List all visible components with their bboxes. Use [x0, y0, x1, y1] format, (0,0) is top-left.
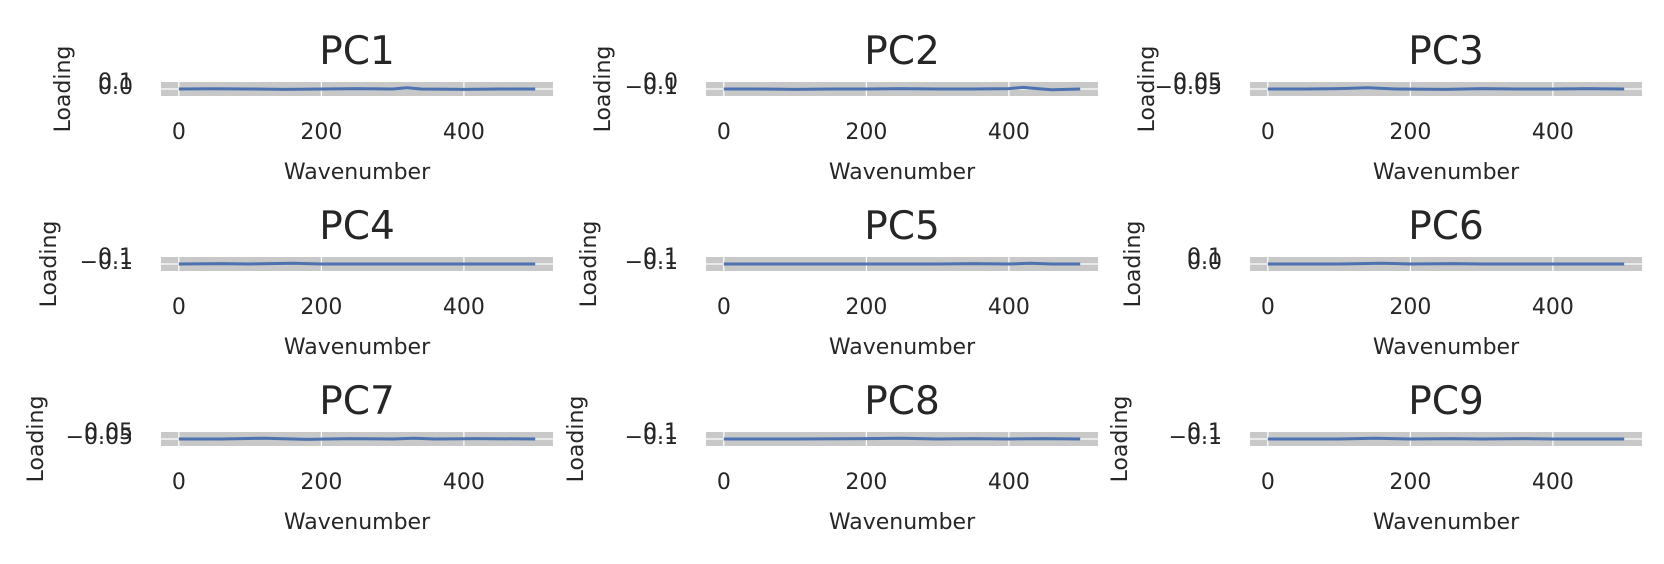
loading-line: [1267, 86, 1625, 91]
y-tick-label: 0.1: [643, 245, 678, 270]
loading-line: [178, 261, 536, 266]
subplot-pc4: PC4 0 200 400 Wavenumber 0.1−0.1 Loading: [37, 204, 553, 360]
x-tick-label: 0: [1261, 295, 1275, 320]
loading-line: [1267, 261, 1625, 266]
y-tick-label: −0.1: [625, 425, 678, 450]
subplot-pc2: PC2 0 200 400 Wavenumber 0.0−0.1 Loading: [591, 29, 1098, 185]
y-tick-label: 0.0: [98, 75, 133, 100]
subplot-title: PC8: [864, 379, 940, 424]
x-axis-label: Wavenumber: [829, 510, 976, 535]
loading-line: [723, 85, 1081, 92]
y-tick-label: 0.1: [1187, 245, 1222, 270]
x-tick-label: 400: [1532, 295, 1574, 320]
subplot-pc7: PC7 0 200 400 Wavenumber 0.05−0.05 Loading: [24, 379, 553, 535]
subplot-title: PC9: [1408, 379, 1484, 424]
x-axis-label: Wavenumber: [1373, 160, 1520, 185]
x-tick-label: 200: [300, 470, 342, 495]
y-tick-label: −0.05: [66, 425, 133, 450]
y-tick-label: 0.05: [84, 420, 133, 445]
subplot-pc8: PC8 0 200 400 Wavenumber 0.1−0.1 Loading: [564, 379, 1098, 535]
x-tick-label: 200: [300, 295, 342, 320]
x-tick-label: 400: [443, 470, 485, 495]
x-tick-label: 400: [988, 120, 1030, 145]
x-tick-label: 400: [988, 470, 1030, 495]
x-tick-label: 0: [172, 120, 186, 145]
x-axis-label: Wavenumber: [284, 160, 431, 185]
x-tick-label: 0: [717, 120, 731, 145]
x-tick-label: 400: [1532, 120, 1574, 145]
y-tick-label: 0.0: [1187, 250, 1222, 275]
y-axis-label: Loading: [577, 221, 602, 308]
x-axis-label: Wavenumber: [1373, 335, 1520, 360]
x-tick-label: 200: [300, 120, 342, 145]
x-axis-label: Wavenumber: [284, 335, 431, 360]
subplot-pc5: PC5 0 200 400 Wavenumber 0.1−0.1 Loading: [577, 204, 1098, 360]
y-tick-label: −0.1: [625, 75, 678, 100]
x-tick-label: 400: [443, 120, 485, 145]
y-axis-label: Loading: [591, 46, 616, 133]
subplot-title: PC7: [319, 379, 395, 424]
y-axis-label: Loading: [24, 396, 49, 483]
loading-line: [723, 261, 1081, 266]
loading-line: [1267, 436, 1625, 441]
y-tick-label: 0.1: [98, 70, 133, 95]
subplot-pc6: PC6 0 200 400 Wavenumber 0.10.0 Loading: [1121, 204, 1642, 360]
y-axis-label: Loading: [37, 221, 62, 308]
y-axis-label: Loading: [1108, 396, 1133, 483]
loading-line: [178, 86, 536, 91]
y-tick-label: 0.1: [643, 420, 678, 445]
x-tick-label: 400: [1532, 470, 1574, 495]
x-tick-label: 0: [1261, 470, 1275, 495]
x-axis-label: Wavenumber: [829, 160, 976, 185]
y-axis-label: Loading: [51, 46, 76, 133]
x-tick-label: 200: [845, 470, 887, 495]
subplot-title: PC6: [1408, 204, 1484, 249]
y-tick-label: 0.05: [1173, 70, 1222, 95]
x-tick-label: 0: [172, 295, 186, 320]
y-tick-label: −0.1: [1169, 425, 1222, 450]
x-tick-label: 400: [988, 295, 1030, 320]
x-tick-label: 0: [1261, 120, 1275, 145]
x-tick-label: 200: [1389, 470, 1431, 495]
x-axis-label: Wavenumber: [1373, 510, 1520, 535]
subplot-pc9: PC9 0 200 400 Wavenumber 0.1−0.1 Loading: [1108, 379, 1642, 535]
x-tick-label: 400: [443, 295, 485, 320]
y-tick-label: −0.1: [625, 250, 678, 275]
y-tick-label: −0.1: [80, 250, 133, 275]
x-tick-label: 0: [172, 470, 186, 495]
x-tick-label: 0: [717, 295, 731, 320]
y-tick-label: −0.05: [1155, 75, 1222, 100]
y-axis-label: Loading: [564, 396, 589, 483]
subplot-title: PC3: [1408, 29, 1484, 74]
subplot-pc1: PC1 0 200 400 Wavenumber 0.10.0 Loading: [51, 29, 553, 185]
x-axis-label: Wavenumber: [284, 510, 431, 535]
x-tick-label: 200: [1389, 120, 1431, 145]
y-axis-label: Loading: [1135, 46, 1160, 133]
y-tick-label: 0.0: [643, 70, 678, 95]
subplot-title: PC2: [864, 29, 940, 74]
y-axis-label: Loading: [1121, 221, 1146, 308]
x-tick-label: 200: [845, 295, 887, 320]
x-tick-label: 0: [717, 470, 731, 495]
x-tick-label: 200: [1389, 295, 1431, 320]
x-tick-label: 200: [845, 120, 887, 145]
y-tick-label: 0.1: [1187, 420, 1222, 445]
subplot-title: PC1: [319, 29, 395, 74]
subplot-title: PC4: [319, 204, 395, 249]
loading-line: [723, 436, 1081, 441]
x-axis-label: Wavenumber: [829, 335, 976, 360]
loading-line: [178, 436, 536, 441]
subplot-title: PC5: [864, 204, 940, 249]
y-tick-label: 0.1: [98, 245, 133, 270]
